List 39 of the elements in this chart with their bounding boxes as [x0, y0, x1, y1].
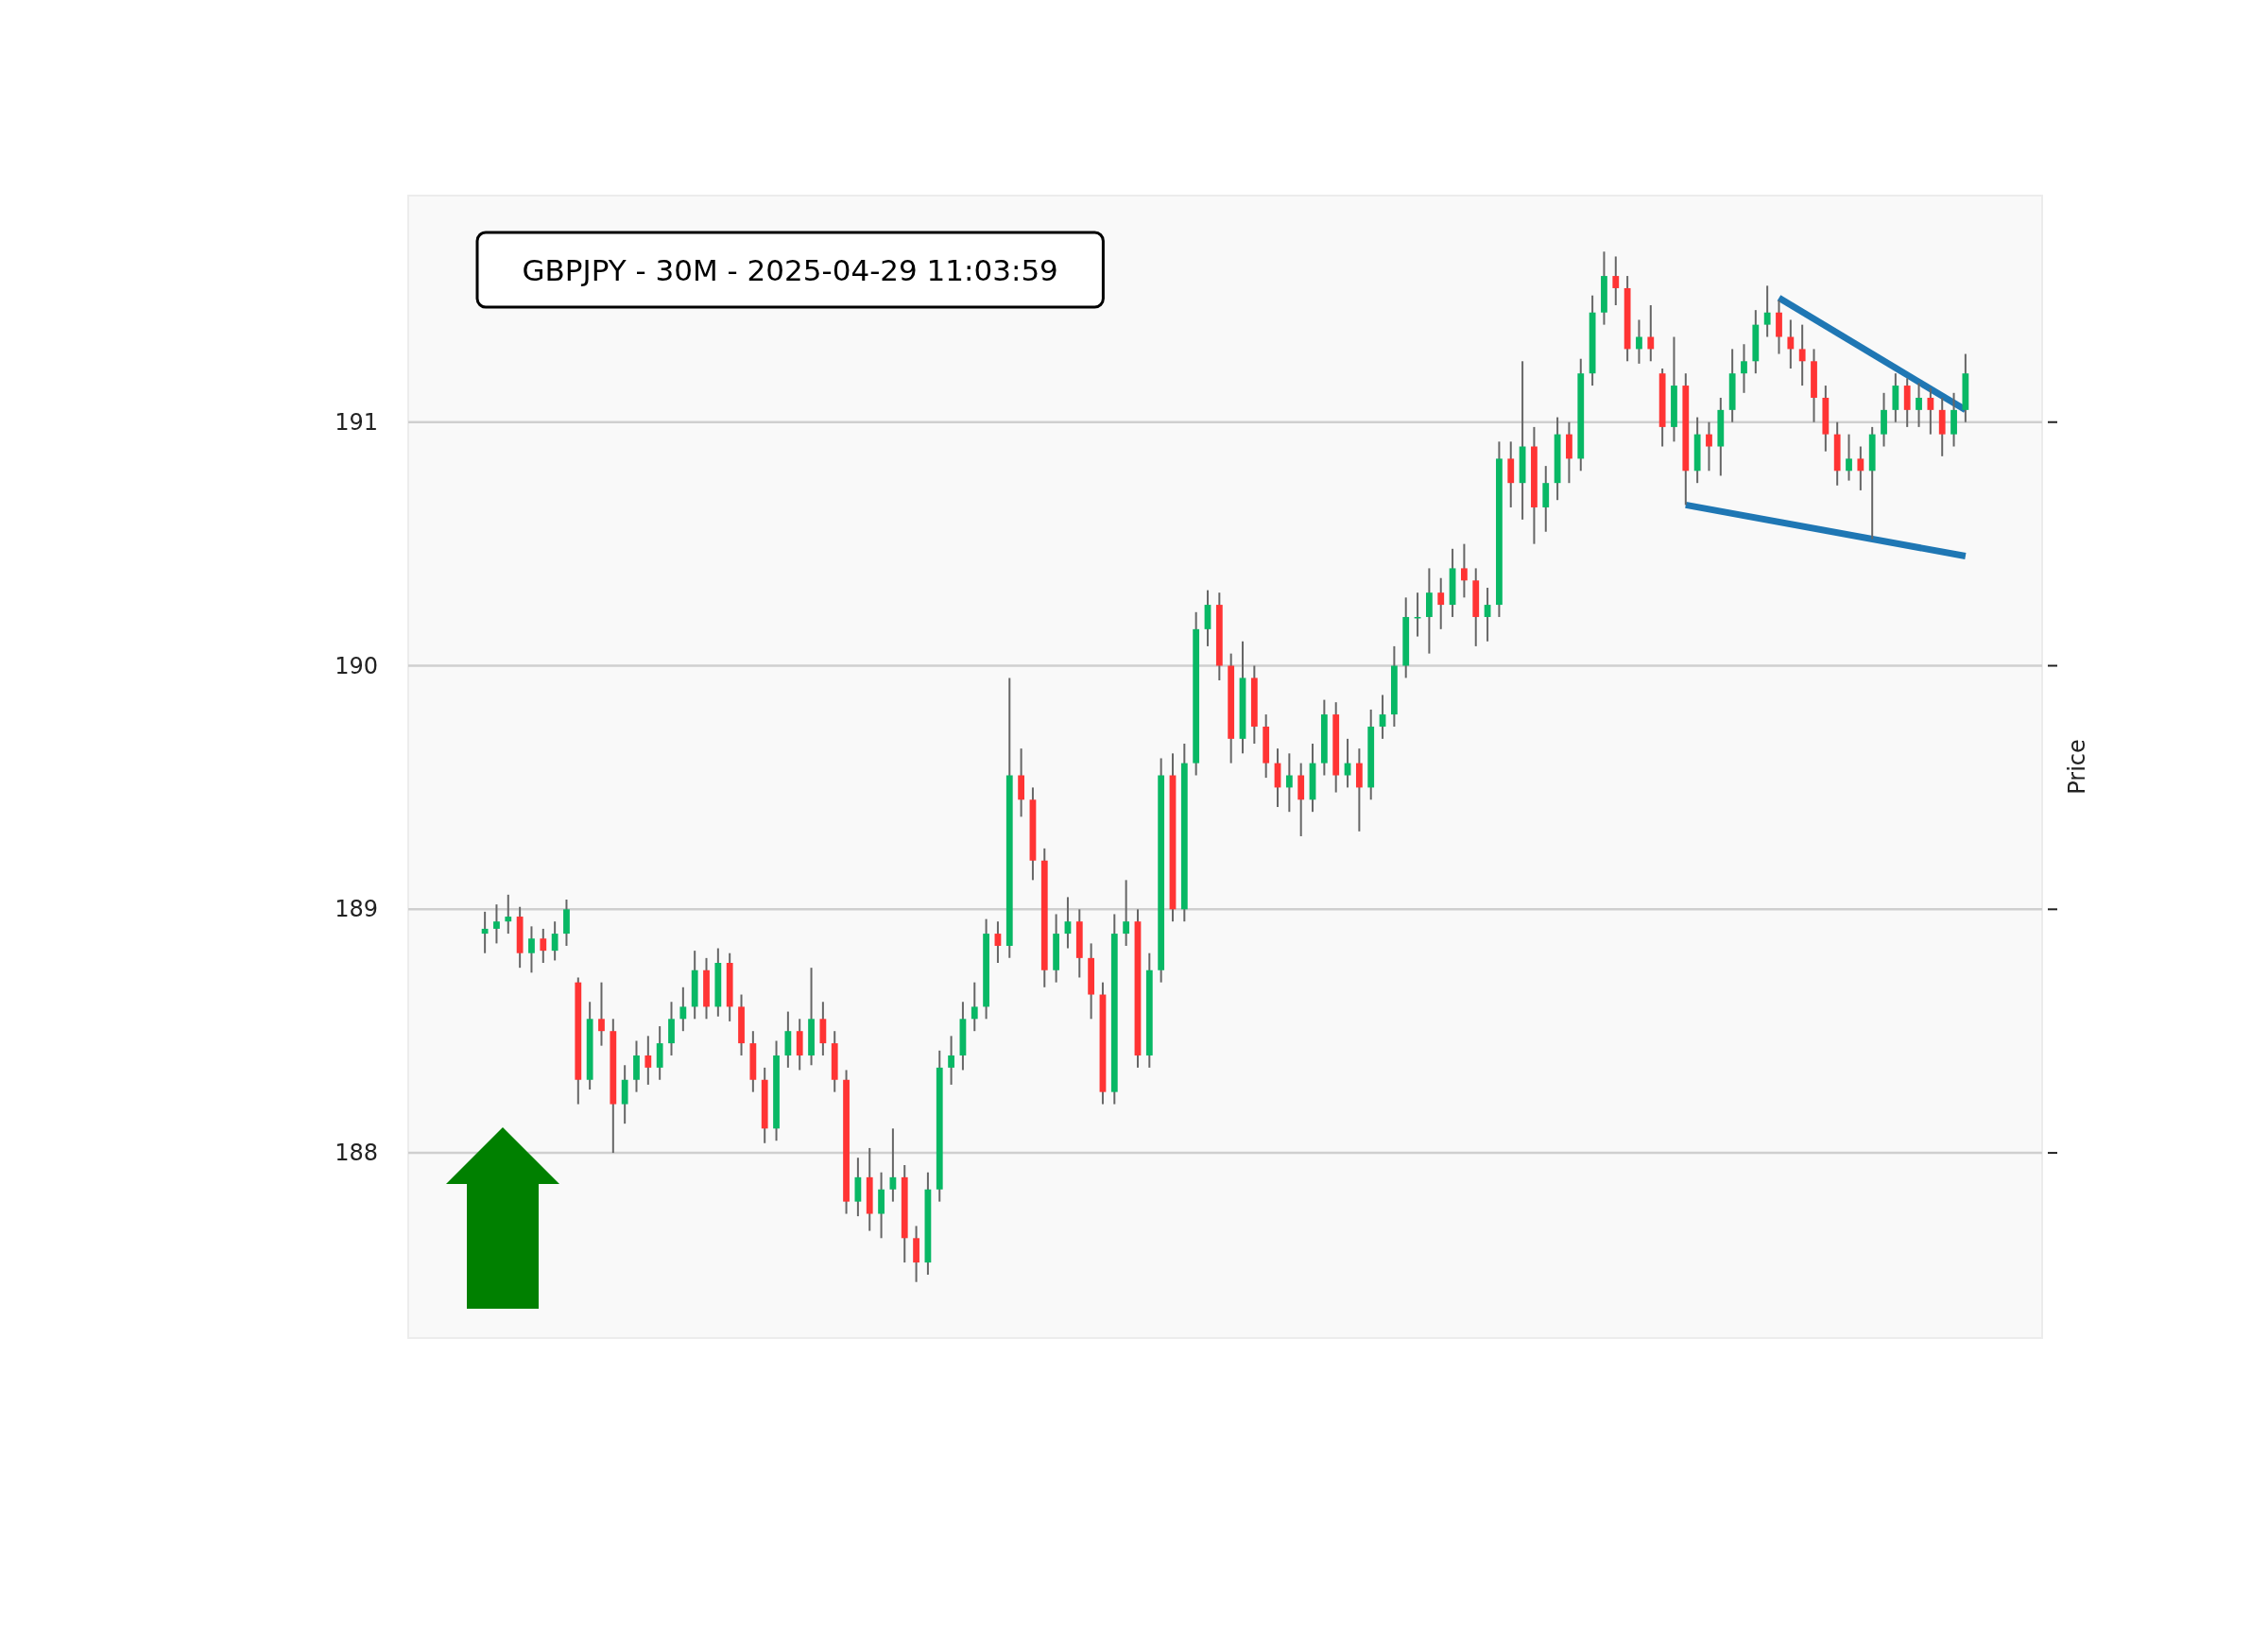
candlestick	[551, 920, 558, 962]
candlestick	[1916, 382, 1922, 428]
candlestick	[493, 903, 500, 945]
candlestick	[1706, 420, 1712, 472]
candlestick	[1123, 879, 1130, 947]
text: GBPJPY - 30M - 2025-04-29 11:03:59	[522, 253, 1058, 287]
y-tick-label: 189	[335, 896, 378, 923]
candlestick	[679, 986, 687, 1033]
candlestick	[1437, 576, 1445, 630]
candlestick	[1763, 284, 1771, 338]
candlestick	[1647, 304, 1655, 363]
candlestick	[1612, 255, 1620, 306]
candlestick	[1798, 323, 1806, 387]
candlestick	[644, 1035, 652, 1086]
candlestick	[1461, 542, 1468, 599]
y-tick-label: 190	[335, 652, 378, 679]
y-axis-title: Price	[2064, 739, 2090, 795]
y-tick-label: 191	[335, 408, 378, 436]
candlestick	[1857, 445, 1864, 491]
candlestick	[1787, 318, 1795, 370]
candlestick	[481, 910, 489, 954]
candlestick	[505, 893, 512, 935]
candlestick	[994, 920, 1002, 965]
candlestick	[1636, 318, 1642, 365]
candlestick	[1064, 896, 1072, 950]
candlestick	[1285, 752, 1293, 814]
candlestick	[598, 981, 605, 1047]
candlestick	[1846, 433, 1852, 482]
candlestick	[1741, 343, 1747, 394]
candlestick	[1344, 737, 1351, 789]
candlestick	[1484, 587, 1491, 643]
y-tick-label: 188	[335, 1140, 378, 1167]
candlestick	[1379, 694, 1386, 740]
candlestick	[948, 1035, 954, 1086]
candlestick	[971, 981, 978, 1033]
candlestick	[540, 927, 547, 965]
candlestick	[889, 1127, 897, 1203]
candlestick	[528, 925, 535, 974]
candlestick	[1927, 386, 1934, 436]
